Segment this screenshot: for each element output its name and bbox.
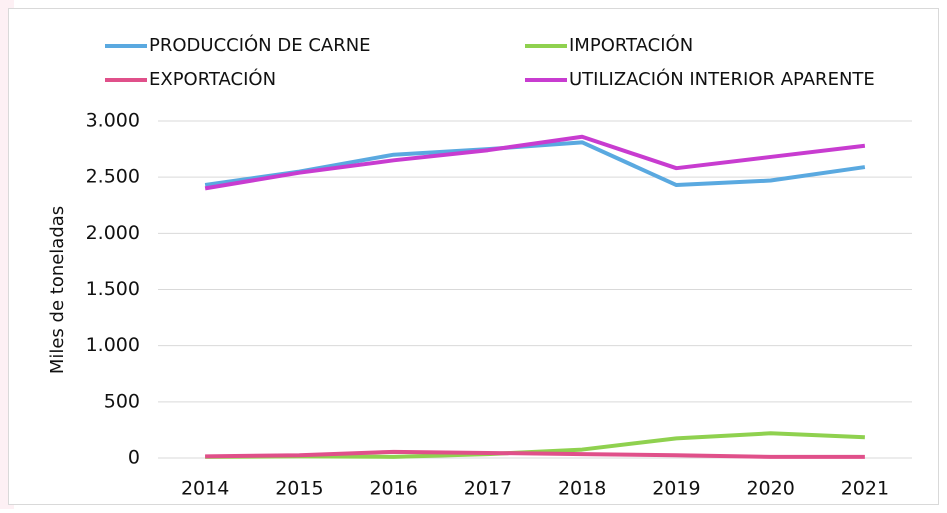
y-tick-label: 2.000 (86, 222, 140, 244)
y-axis-title: Miles de toneladas (47, 206, 68, 374)
legend-label: EXPORTACIÓN (149, 68, 276, 90)
x-tick-label: 2021 (841, 478, 889, 500)
legend-label: IMPORTACIÓN (569, 34, 693, 56)
x-tick-label: 2019 (652, 478, 700, 500)
x-tick-label: 2016 (369, 478, 417, 500)
x-tick-label: 2015 (275, 478, 323, 500)
legend-label: UTILIZACIÓN INTERIOR APARENTE (569, 68, 875, 90)
x-tick-label: 2020 (746, 478, 794, 500)
x-tick-label: 2017 (464, 478, 512, 500)
legend-label: PRODUCCIÓN DE CARNE (149, 34, 371, 56)
y-tick-label: 1.000 (86, 334, 140, 356)
line-series (204, 134, 866, 191)
line-series (205, 449, 865, 459)
y-tick-label: 500 (104, 390, 140, 412)
y-tick-label: 3.000 (86, 110, 140, 132)
x-tick-label: 2018 (558, 478, 606, 500)
chart-frame (8, 8, 939, 505)
y-tick-label: 1.500 (86, 278, 140, 300)
x-tick-label: 2014 (181, 478, 229, 500)
y-tick-label: 2.500 (86, 166, 140, 188)
y-tick-label: 0 (128, 447, 140, 469)
